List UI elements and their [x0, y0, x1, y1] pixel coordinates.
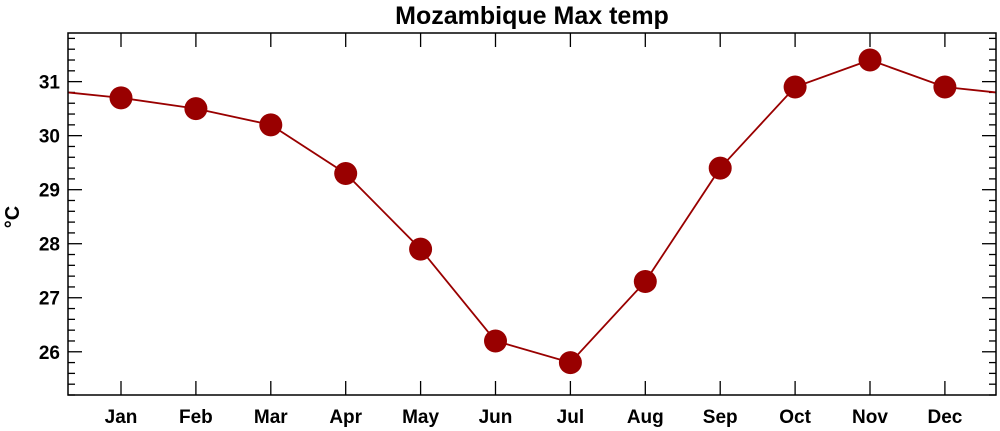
chart-title: Mozambique Max temp	[395, 2, 669, 30]
plot-frame	[67, 32, 997, 396]
data-point	[708, 156, 732, 180]
data-point	[184, 97, 208, 121]
data-point	[484, 329, 507, 353]
x-tick-label: May	[402, 407, 439, 428]
x-tick-label: Jun	[479, 407, 513, 428]
x-tick-label: Apr	[329, 407, 362, 428]
axis-ticks	[68, 33, 996, 396]
data-point	[558, 351, 582, 375]
y-tick-label: 31	[39, 73, 61, 94]
data-point	[858, 48, 882, 72]
data-point	[933, 75, 957, 99]
y-tick-label: 26	[39, 343, 60, 364]
data-point	[409, 237, 433, 261]
data-point	[783, 75, 807, 99]
data-point	[109, 86, 133, 110]
data-point	[334, 161, 358, 185]
x-tick-label: Mar	[254, 407, 288, 428]
y-tick-label: 28	[39, 235, 60, 256]
x-tick-label: Feb	[179, 407, 213, 428]
data-point	[633, 270, 657, 294]
tick-labels: 26 27 28 29 30 31 Jan Feb Mar Apr May Jun Jul Aug Sep O…	[39, 73, 963, 428]
x-tick-label: Dec	[927, 407, 962, 428]
y-tick-label: 27	[39, 289, 60, 310]
series-line	[67, 59, 997, 364]
series-group	[67, 48, 997, 375]
x-tick-label: Nov	[852, 407, 888, 428]
x-tick-label: Sep	[703, 407, 738, 428]
x-tick-label: Aug	[627, 407, 664, 428]
x-tick-label: Jul	[557, 407, 584, 428]
x-tick-label: Oct	[779, 407, 811, 428]
y-tick-label: 30	[39, 127, 60, 148]
data-point	[259, 113, 283, 137]
x-tick-label: Jan	[105, 407, 138, 428]
y-axis-label: °C	[2, 206, 24, 228]
y-tick-label: 29	[39, 181, 60, 202]
